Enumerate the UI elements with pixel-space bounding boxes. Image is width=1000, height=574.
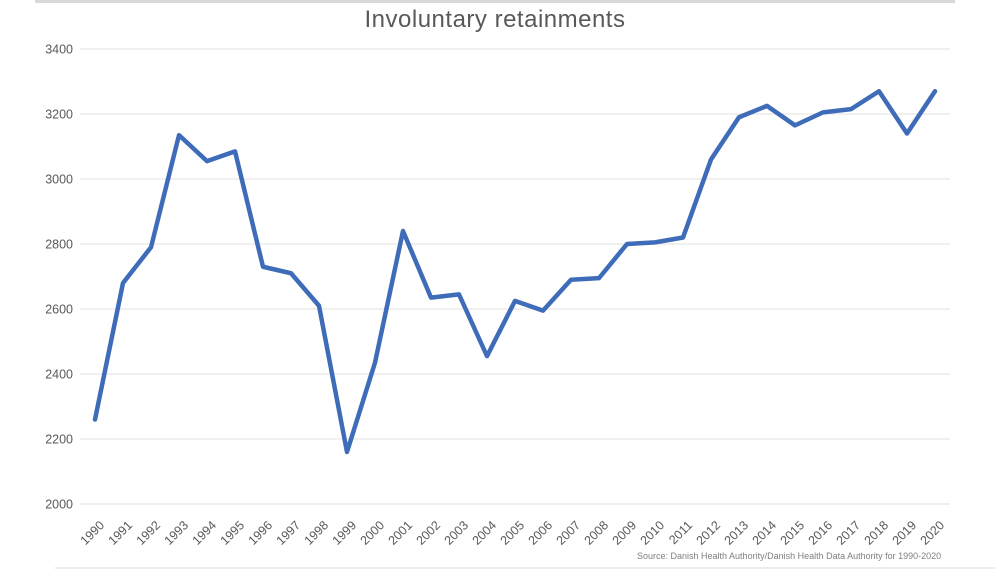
y-axis-tick-label: 3200 <box>45 108 73 122</box>
x-axis-tick-label: 2008 <box>582 518 612 548</box>
x-axis-tick-label: 2018 <box>862 518 892 548</box>
source-note: Source: Danish Health Authority/Danish H… <box>637 551 942 561</box>
x-axis-tick-label: 2017 <box>834 518 864 548</box>
x-axis-tick-label: 1992 <box>134 518 164 548</box>
x-axis-tick-label: 1994 <box>190 518 220 548</box>
x-axis-tick-label: 2015 <box>778 518 808 548</box>
x-axis-tick-label: 1990 <box>78 518 108 548</box>
y-axis-tick-label: 2400 <box>45 368 73 382</box>
chart-title: Involuntary retainments <box>364 6 626 33</box>
x-axis-tick-label: 2004 <box>470 518 500 548</box>
y-axis-tick-label: 3000 <box>45 173 73 187</box>
x-axis-tick-label: 2019 <box>890 518 920 548</box>
x-axis-tick-label: 1997 <box>274 518 304 548</box>
data-line <box>92 89 938 455</box>
x-axis-tick-label: 2003 <box>442 518 472 548</box>
y-axis-tick-label: 2800 <box>45 238 73 252</box>
x-axis-tick-label: 2006 <box>526 518 556 548</box>
y-axis-tick-label: 2200 <box>45 433 73 447</box>
x-axis-tick-label: 2020 <box>918 518 948 548</box>
x-axis-tick-label: 2005 <box>498 518 528 548</box>
x-axis-tick-label: 2013 <box>722 518 752 548</box>
x-axis-tick-label: 2011 <box>666 518 695 547</box>
x-axis-tick-label: 1998 <box>302 518 332 548</box>
y-axis-tick-label: 3400 <box>45 43 73 57</box>
x-axis-tick-label: 2001 <box>386 518 416 548</box>
x-axis-tick-label: 2007 <box>554 518 584 548</box>
x-axis-tick-label: 2002 <box>414 518 444 548</box>
x-axis-tick-label: 2012 <box>694 518 724 548</box>
x-axis-tick-label: 2009 <box>610 518 640 548</box>
x-axis-tick-label: 2010 <box>638 518 668 548</box>
x-axis-tick-label: 1999 <box>330 518 360 548</box>
x-axis-tick-label: 1995 <box>218 518 248 548</box>
x-axis-tick-label: 2014 <box>750 518 780 548</box>
x-axis-tick-label: 1996 <box>246 518 276 548</box>
x-axis-tick-label: 2000 <box>358 518 388 548</box>
x-axis-tick-label: 1991 <box>106 518 136 548</box>
top-edge-bar <box>35 0 955 3</box>
y-axis-tick-label: 2000 <box>45 498 73 512</box>
x-axis-tick-label: 1993 <box>162 518 192 548</box>
y-axis-tick-label: 2600 <box>45 303 73 317</box>
x-axis-tick-label: 2016 <box>806 518 836 548</box>
bottom-edge-bar <box>55 567 995 569</box>
